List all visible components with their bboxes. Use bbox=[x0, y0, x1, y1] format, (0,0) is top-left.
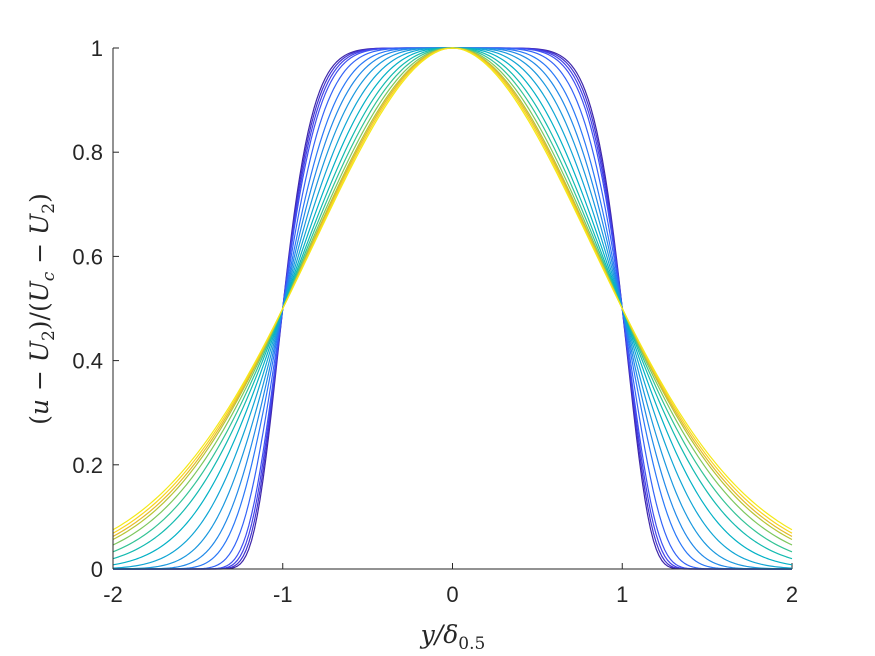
series-line-15 bbox=[112, 47, 793, 537]
series-lines bbox=[112, 47, 793, 570]
x-tick-label: -2 bbox=[103, 582, 123, 607]
y-tick-label: 0.6 bbox=[72, 244, 103, 269]
x-axis-label: y/δ0.5 bbox=[420, 620, 486, 654]
series-line-10 bbox=[112, 47, 793, 566]
series-line-1 bbox=[113, 47, 792, 570]
series-line-5 bbox=[113, 47, 792, 570]
x-axis-label-var: y/δ bbox=[420, 620, 459, 649]
series-line-4 bbox=[113, 47, 792, 570]
y-tick-label: 0 bbox=[91, 557, 103, 582]
series-line-3 bbox=[113, 47, 792, 570]
x-axis-ticks: -2 -1 0 1 2 bbox=[103, 563, 798, 607]
y-axis-ticks: 0 0.2 0.4 0.6 0.8 1 bbox=[72, 36, 119, 582]
x-tick-label: 1 bbox=[616, 582, 628, 607]
series-line-16 bbox=[112, 47, 793, 534]
series-line-8 bbox=[112, 47, 793, 570]
y-axis-label: (u − U2)/(Uc − U2) bbox=[25, 193, 59, 425]
y-tick-label: 0.4 bbox=[72, 349, 103, 374]
x-tick-label: -1 bbox=[273, 582, 293, 607]
y-tick-label: 0.2 bbox=[72, 453, 103, 478]
series-line-17 bbox=[112, 47, 793, 531]
series-line-2 bbox=[113, 47, 792, 570]
series-line-7 bbox=[113, 47, 792, 570]
series-line-9 bbox=[112, 47, 793, 569]
axes bbox=[112, 48, 792, 570]
series-line-6 bbox=[113, 47, 792, 570]
series-line-12 bbox=[112, 47, 793, 553]
y-tick-label: 0.8 bbox=[72, 140, 103, 165]
series-line-13 bbox=[112, 47, 793, 546]
x-tick-label: 0 bbox=[446, 582, 458, 607]
x-tick-label: 2 bbox=[786, 582, 798, 607]
x-axis-label-sub: 0.5 bbox=[458, 634, 485, 654]
y-tick-label: 1 bbox=[91, 36, 103, 61]
